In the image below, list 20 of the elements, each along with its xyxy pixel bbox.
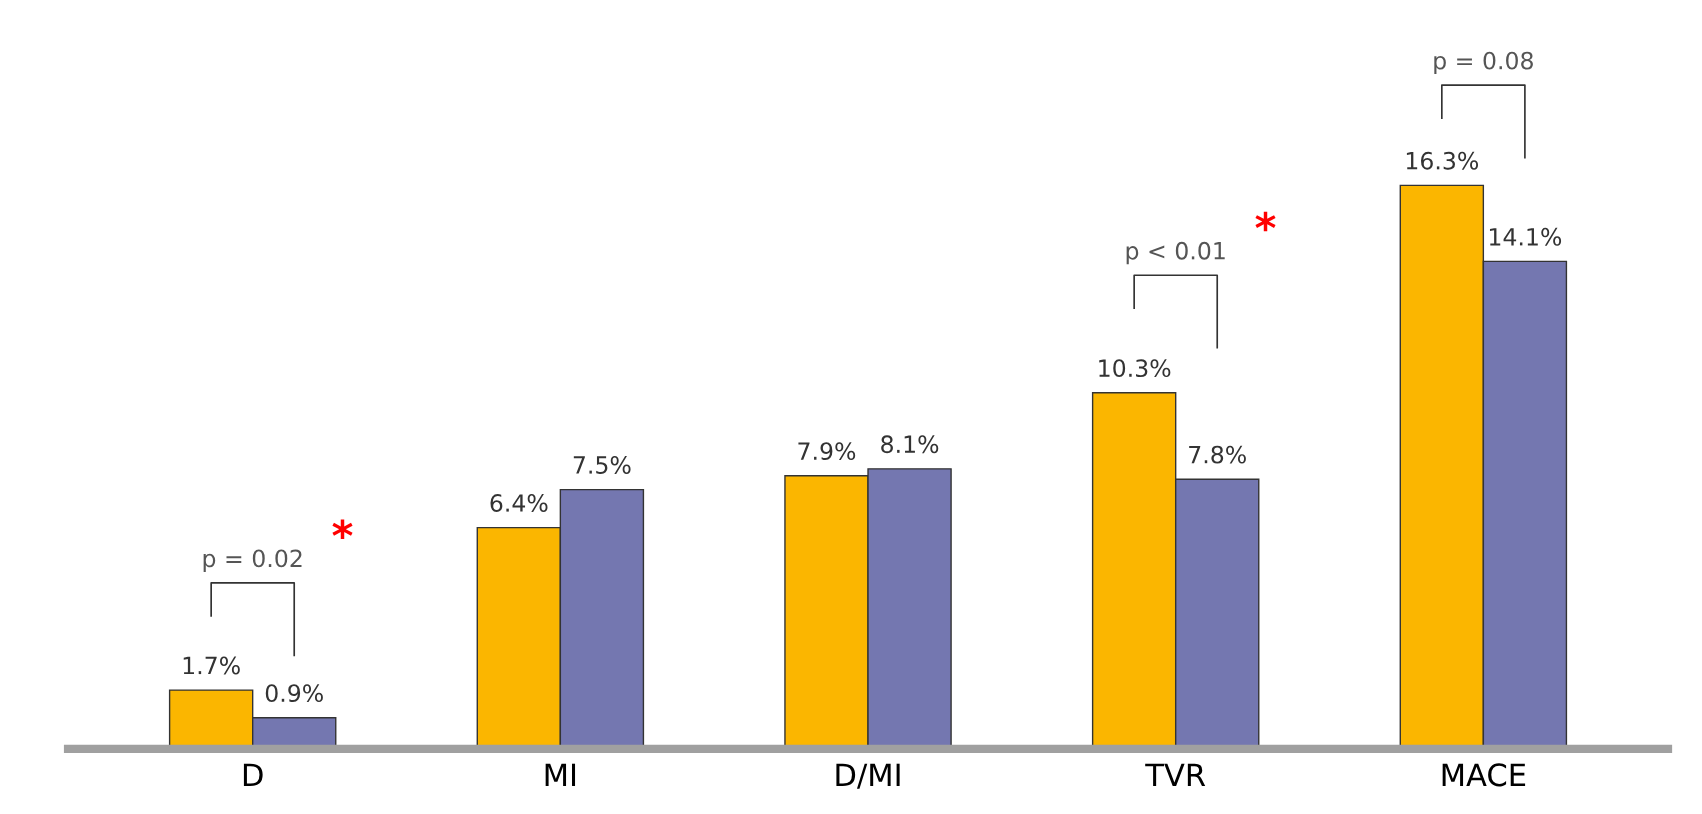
annotation: * (1255, 211, 1276, 232)
x-tick-label: MI (545, 763, 576, 786)
x-tick-label: TVR (1145, 763, 1206, 786)
annotation: p < 0.01 (1126, 241, 1225, 265)
x-tick-label: D/MI (836, 763, 900, 789)
data-label: 7.8% (1189, 445, 1246, 464)
data-label: 8.1% (881, 435, 939, 454)
data-label: 10.3% (1099, 359, 1171, 378)
data-label: 14.1% (1489, 227, 1562, 246)
data-label: 6.4% (490, 494, 548, 512)
data-label: 0.9% (265, 684, 323, 703)
text: p = 0.08 (1434, 51, 1533, 75)
data-label: 7.5% (573, 456, 631, 474)
x-tick-label: D (243, 763, 263, 786)
x-tick-label: MACE (1442, 763, 1526, 787)
data-label: 16.3% (1406, 151, 1479, 170)
data-label: 7.9% (798, 442, 856, 461)
annotation: * (332, 519, 353, 539)
data-label: 1.7% (183, 656, 240, 675)
annotation: p = 0.02 (203, 549, 302, 572)
